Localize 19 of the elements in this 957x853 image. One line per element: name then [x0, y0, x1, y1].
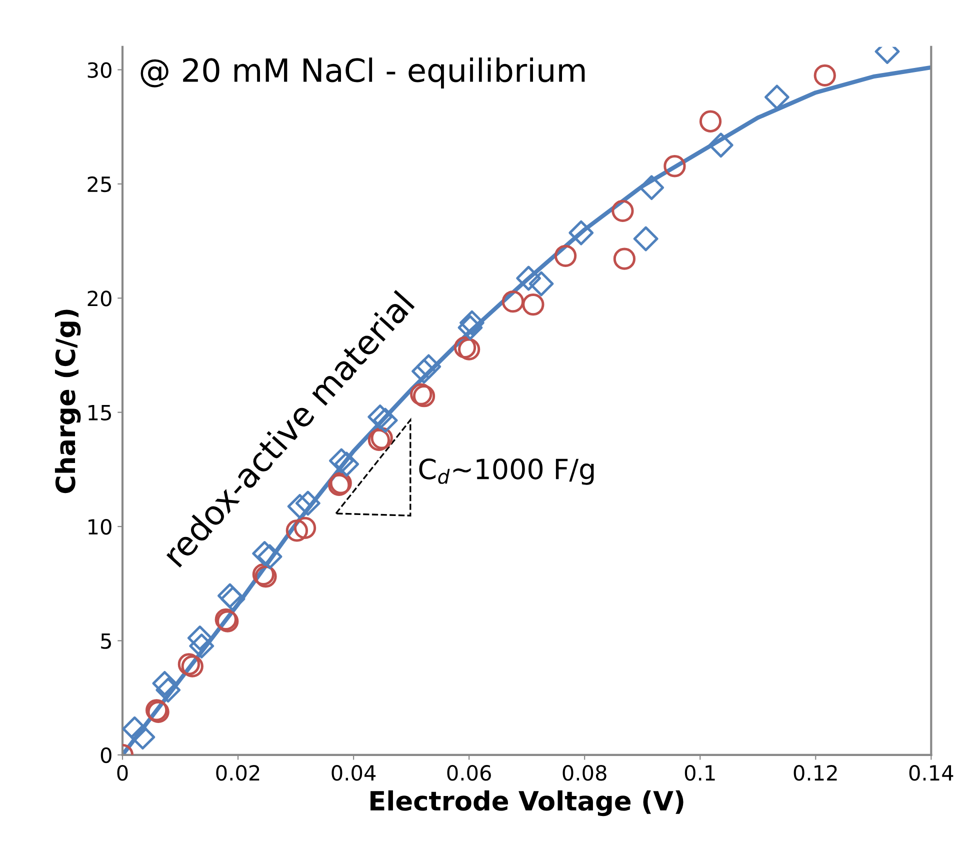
x-tick-label: 0.04 [332, 764, 376, 781]
x-tick-label: 0.02 [216, 764, 260, 781]
y-tick-label: 10 [88, 518, 112, 535]
x-tick-label: 0.12 [794, 764, 837, 781]
x-tick-label: 0.14 [909, 764, 954, 781]
x-axis-title: Electrode Voltage (V) [370, 790, 684, 816]
y-tick-label: 20 [88, 290, 112, 306]
y-tick-label: 25 [88, 176, 111, 192]
annotation: C$_{d}$~1000 F/g [419, 458, 594, 485]
x-tick-label: 0 [117, 764, 128, 781]
y-tick-label: 30 [88, 62, 112, 78]
chart-title: @ 20 mM NaCl - equilibrium [140, 58, 585, 88]
y-axis-title: Charge (C/g) [54, 310, 81, 494]
x-tick-label: 0.06 [447, 764, 491, 781]
y-tick-label: 15 [88, 405, 111, 421]
y-tick-label: 0 [100, 747, 112, 764]
x-tick-label: 0.1 [684, 764, 715, 781]
x-tick-label: 0.08 [562, 764, 606, 781]
y-tick-label: 5 [101, 633, 111, 649]
